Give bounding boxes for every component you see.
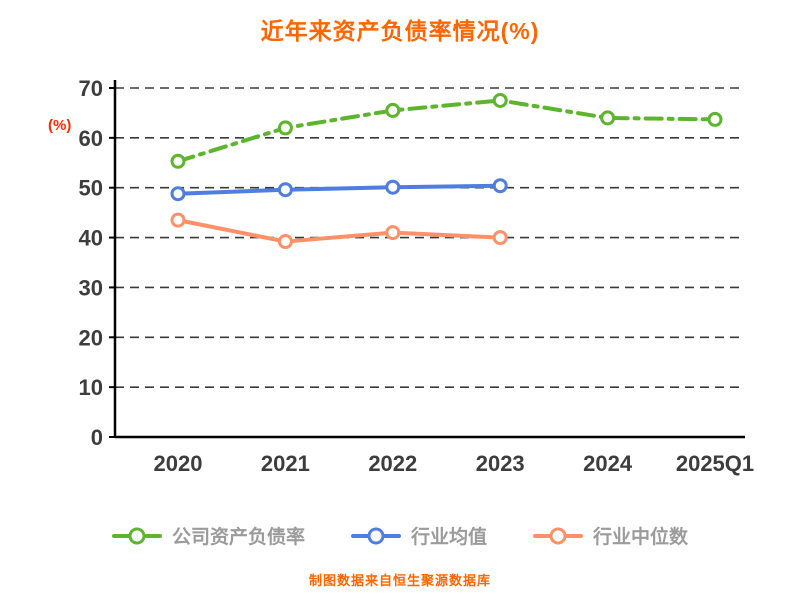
svg-text:30: 30 [79,275,103,300]
legend-marker-company-ratio [111,525,162,547]
svg-text:60: 60 [79,126,103,151]
svg-text:70: 70 [79,76,103,101]
legend-marker-industry-median [533,525,583,547]
chart-legend: 公司资产负债率 行业均值 行业中位数 [0,522,800,549]
chart-title: 近年来资产负债率情况(%) [260,18,540,44]
svg-text:2023: 2023 [476,451,525,476]
svg-text:40: 40 [79,226,103,251]
svg-text:2025Q1: 2025Q1 [676,451,754,476]
legend-label-industry-mean: 行业均值 [410,527,487,548]
legend-item-industry-mean: 行业均值 [350,522,487,549]
svg-text:20: 20 [79,325,103,350]
legend-marker-industry-mean [350,525,401,547]
svg-text:10: 10 [79,375,103,400]
svg-text:0: 0 [91,425,103,450]
svg-text:2021: 2021 [261,451,310,476]
y-axis-unit-label: (%) [48,117,72,134]
data-source-note: 制图数据来自恒生聚源数据库 [308,573,491,588]
svg-text:2020: 2020 [154,451,203,476]
svg-text:2024: 2024 [583,451,633,476]
svg-text:50: 50 [79,176,103,201]
legend-label-company-ratio: 公司资产负债率 [171,527,305,548]
svg-text:2022: 2022 [368,451,417,476]
legend-item-company-ratio: 公司资产负债率 [111,522,305,549]
legend-label-industry-median: 行业中位数 [593,527,689,548]
legend-item-industry-median: 行业中位数 [533,522,688,549]
